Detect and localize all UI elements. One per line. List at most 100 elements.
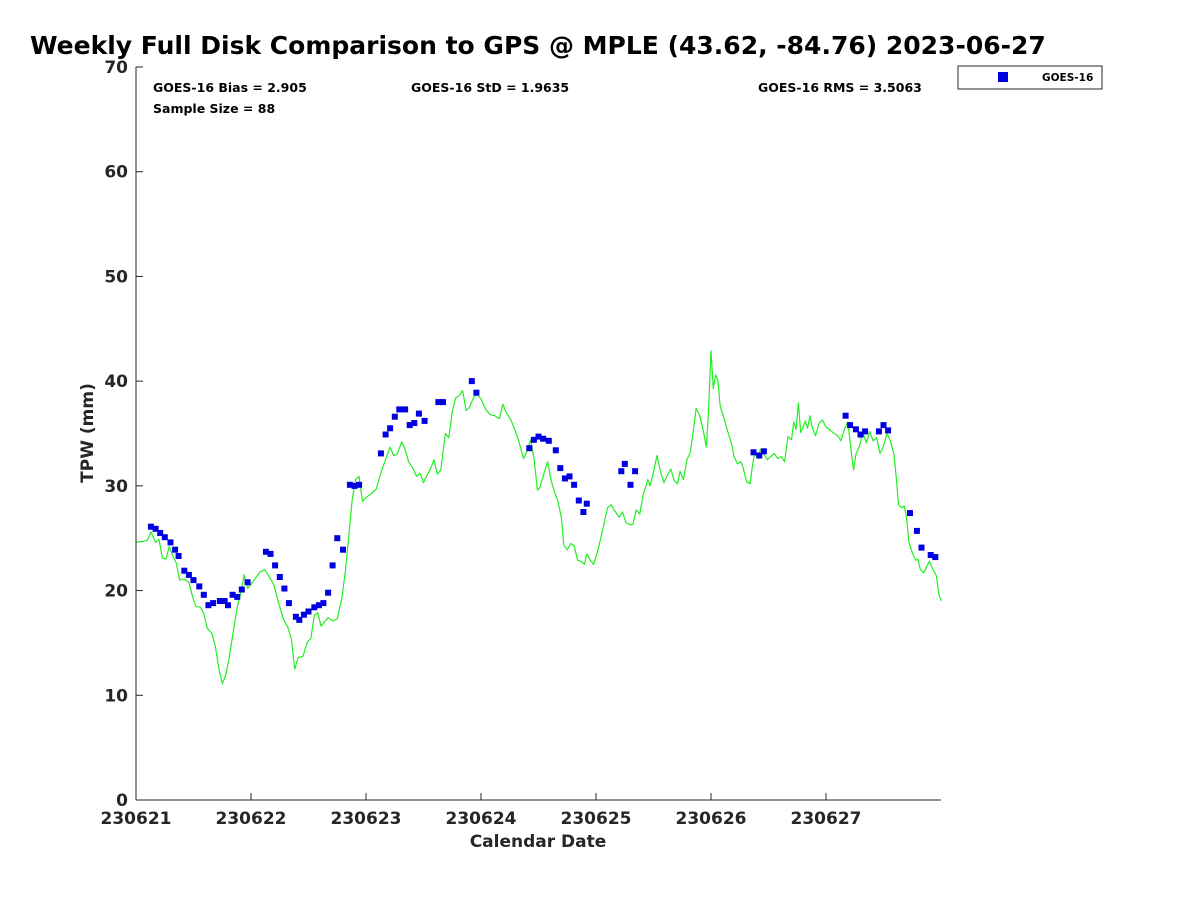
goes-point bbox=[526, 445, 533, 452]
goes-point bbox=[190, 577, 197, 584]
goes-point bbox=[382, 431, 389, 438]
y-axis-ticks: 0 10 20 30 40 50 60 70 bbox=[104, 58, 143, 811]
goes-point bbox=[172, 546, 179, 553]
goes-point bbox=[756, 452, 763, 459]
goes-point bbox=[435, 399, 442, 406]
x-tick-label: 230627 bbox=[791, 809, 862, 829]
goes-point bbox=[200, 591, 207, 598]
goes-point bbox=[334, 535, 341, 542]
goes-point bbox=[238, 586, 245, 593]
legend: GOES-16 bbox=[957, 65, 1103, 90]
goes-point bbox=[147, 523, 154, 530]
y-tick-label: 0 bbox=[116, 791, 128, 811]
goes-point bbox=[175, 553, 182, 559]
goes-point bbox=[181, 567, 188, 574]
goes-point bbox=[356, 481, 363, 488]
goes-point bbox=[842, 412, 849, 419]
goes-point bbox=[221, 598, 228, 604]
goes-point bbox=[167, 539, 174, 546]
goes-point bbox=[387, 425, 394, 432]
goes-point bbox=[161, 534, 168, 541]
goes-point bbox=[575, 497, 582, 504]
goes-point bbox=[267, 550, 274, 557]
goes-point bbox=[311, 604, 318, 611]
goes-point bbox=[377, 450, 384, 457]
goes-point bbox=[847, 422, 854, 429]
goes-point bbox=[932, 554, 939, 561]
goes-point bbox=[229, 591, 236, 598]
goes-point bbox=[216, 598, 223, 604]
goes-point bbox=[468, 378, 475, 385]
goes-point bbox=[346, 481, 353, 488]
y-tick-label: 50 bbox=[104, 267, 128, 287]
x-tick-label: 230624 bbox=[446, 809, 517, 829]
goes-point bbox=[225, 602, 231, 609]
goes-point bbox=[205, 602, 212, 609]
chart-title: Weekly Full Disk Comparison to GPS @ MPL… bbox=[30, 31, 1046, 60]
x-tick-label: 230625 bbox=[561, 809, 632, 829]
goes-point bbox=[875, 428, 882, 435]
legend-label: GOES-16 bbox=[1042, 72, 1093, 84]
goes-point bbox=[918, 544, 925, 551]
goes-point bbox=[632, 468, 639, 475]
goes-point bbox=[325, 589, 332, 596]
goes-series bbox=[147, 378, 939, 623]
goes-point bbox=[627, 481, 634, 488]
goes-point bbox=[262, 548, 269, 555]
sample-size-stat: Sample Size = 88 bbox=[153, 101, 275, 116]
goes-point bbox=[351, 482, 358, 489]
gps-line bbox=[135, 350, 942, 685]
goes-point bbox=[862, 428, 869, 435]
goes-point bbox=[561, 475, 568, 482]
goes-point bbox=[391, 413, 398, 420]
goes-point bbox=[535, 433, 542, 440]
goes-point bbox=[272, 562, 279, 569]
y-tick-label: 10 bbox=[104, 686, 128, 706]
goes-point bbox=[880, 422, 887, 429]
goes-point bbox=[285, 600, 292, 607]
goes-point bbox=[557, 465, 564, 472]
goes-point bbox=[621, 460, 628, 467]
x-tick-label: 230626 bbox=[676, 809, 747, 829]
goes-point bbox=[618, 468, 625, 475]
goes-point bbox=[320, 600, 327, 607]
goes-point bbox=[760, 448, 767, 455]
x-tick-label: 230623 bbox=[331, 809, 402, 829]
goes-point bbox=[580, 509, 587, 515]
goes-point bbox=[421, 417, 428, 424]
x-axis-label: Calendar Date bbox=[470, 832, 607, 852]
goes-point bbox=[440, 399, 446, 406]
rms-stat: GOES-16 RMS = 3.5063 bbox=[758, 80, 922, 95]
goes-point bbox=[545, 437, 552, 444]
y-tick-label: 30 bbox=[104, 477, 128, 497]
goes-point bbox=[281, 585, 288, 592]
goes-point bbox=[340, 546, 346, 553]
goes-point bbox=[196, 583, 203, 590]
goes-point bbox=[571, 481, 578, 488]
goes-point bbox=[292, 613, 299, 620]
goes-point bbox=[907, 510, 913, 517]
goes-point bbox=[185, 571, 192, 578]
goes-point bbox=[329, 562, 336, 569]
y-tick-label: 40 bbox=[104, 372, 128, 392]
y-tick-label: 20 bbox=[104, 582, 128, 602]
legend-box bbox=[957, 65, 1103, 90]
goes-point bbox=[411, 420, 418, 426]
y-axis-label: TPW (mm) bbox=[78, 383, 98, 483]
bias-stat: GOES-16 Bias = 2.905 bbox=[153, 80, 307, 95]
std-stat: GOES-16 StD = 1.9635 bbox=[411, 80, 569, 95]
plot-area bbox=[136, 67, 941, 800]
legend-marker bbox=[998, 72, 1008, 82]
goes-point bbox=[315, 602, 322, 609]
x-tick-label: 230621 bbox=[101, 809, 172, 829]
goes-point bbox=[885, 427, 892, 434]
x-tick-label: 230622 bbox=[216, 809, 287, 829]
goes-point bbox=[473, 389, 480, 396]
goes-point bbox=[276, 574, 283, 580]
goes-point bbox=[415, 410, 422, 417]
goes-point bbox=[402, 406, 409, 413]
goes-point bbox=[852, 426, 859, 433]
goes-point bbox=[857, 431, 864, 438]
goes-point bbox=[913, 527, 920, 534]
